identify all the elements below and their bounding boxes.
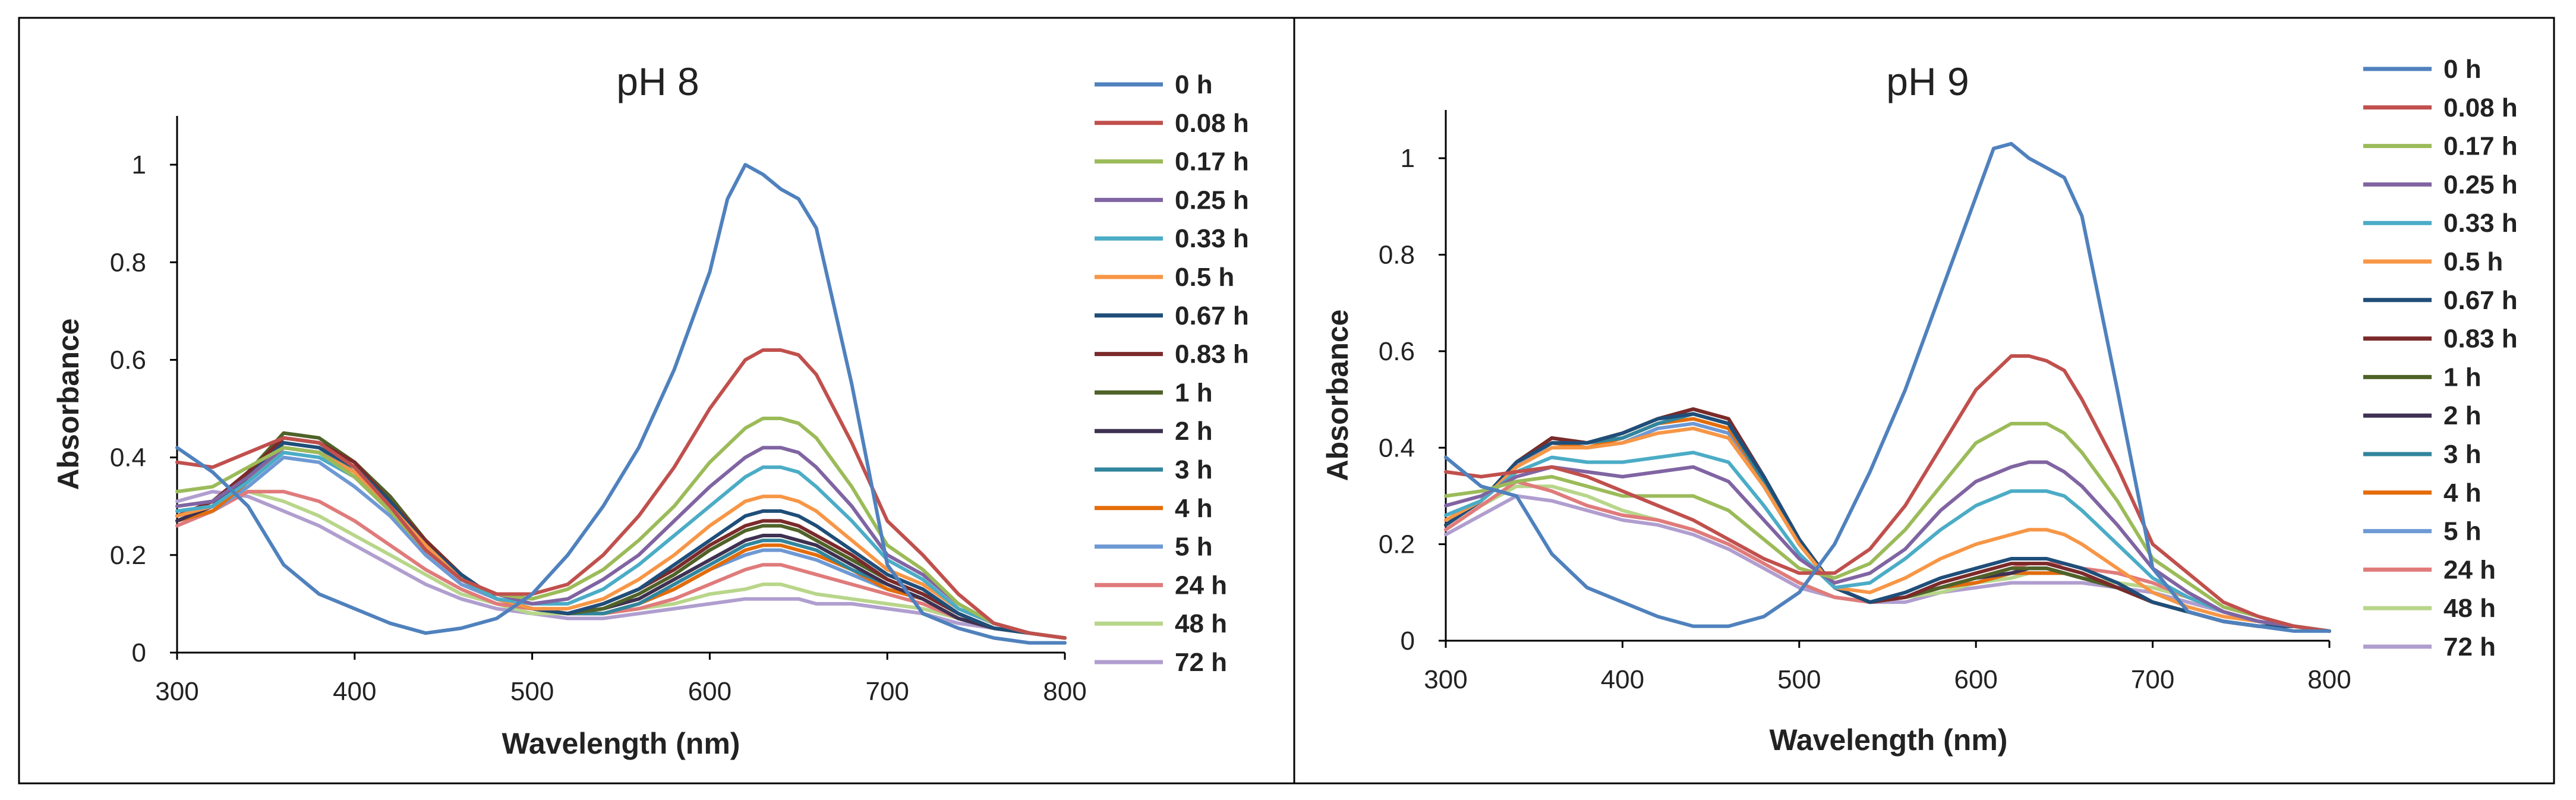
legend-label: 0.25 h [2443,170,2518,199]
y-tick-label: 0.4 [1379,433,1415,462]
legend-label: 0.83 h [1175,340,1249,369]
legend-label: 0.5 h [1175,263,1234,292]
y-tick-label: 1 [132,150,146,179]
y-tick-label: 1 [1401,144,1415,173]
legend: 0 h 0.08 h 0.17 h 0.25 h 0.33 h 0.5 h 0.67 h 0.… [1095,70,1249,677]
x-tick-label: 500 [510,677,554,706]
legend-label: 0.08 h [2443,93,2518,122]
legend-label: 0.17 h [2443,132,2518,161]
x-tick-label: 600 [688,677,732,706]
x-tick-label: 800 [1043,677,1086,706]
legend-label: 0.67 h [1175,301,1249,330]
legend-label: 24 h [2443,555,2496,584]
y-tick-label: 0 [1401,626,1415,656]
legend-label: 1 h [1175,378,1213,407]
series-line-0p08h [1444,354,2331,633]
y-tick-label: 0.8 [1379,241,1415,270]
figure-frame [18,17,2555,785]
legend-label: 5 h [2443,517,2482,546]
legend-label: 72 h [1175,648,1227,677]
series-line-0p67h [1444,412,2331,633]
x-tick-label: 800 [2307,665,2351,694]
series-line-0p67h [175,441,1067,640]
series-line-0p17h [1444,421,2331,633]
series-line-0p33h [175,451,1067,640]
y-tick-label: 0.2 [110,541,146,570]
x-tick-label: 400 [1601,665,1644,694]
y-axis-title: Absorbance [1321,310,1354,481]
series-line-0p25h [1444,460,2331,633]
y-tick-label: 0.8 [110,248,146,277]
legend-label: 0.5 h [2443,247,2503,276]
series-line-0p5h [175,446,1067,640]
legend-label: 0 h [2443,55,2482,84]
x-axis-title: Wavelength (nm) [1770,723,2008,757]
legend-label: 0.33 h [2443,209,2518,238]
series-line-48h [175,490,1067,640]
x-tick-label: 300 [1424,665,1467,694]
series-line-0p17h [175,417,1067,640]
legend-label: 4 h [1175,494,1213,523]
plot-area: 300 400 500 600 700 800 0 0.2 0.4 0.6 0.8 1 [1379,110,2351,694]
y-tick-label: 0.6 [1379,337,1415,366]
series-line-72h [1444,494,2331,633]
y-tick-label: 0.6 [110,345,146,374]
legend-label: 0.25 h [1175,185,1249,215]
x-tick-label: 300 [155,677,198,706]
legend-label: 2 h [2443,401,2482,430]
y-tick-label: 0.4 [110,443,146,473]
chart-panel-ph8: pH 8 Absorbance Wavelength (nm) 300 400 50… [52,59,1249,760]
legend-label: 3 h [2443,440,2482,469]
chart-title: pH 9 [1886,59,1969,103]
legend-label: 2 h [1175,417,1213,446]
series-line-0p5h [1444,426,2331,633]
legend: 0 h 0.08 h 0.17 h 0.25 h 0.33 h 0.5 h 0.67 h 0.… [2363,55,2518,662]
x-tick-label: 700 [865,677,909,706]
series-line-0h [1444,141,2331,633]
legend-label: 0.83 h [2443,325,2518,354]
legend-label: 0.08 h [1175,109,1249,138]
legend-label: 5 h [1175,533,1213,562]
series-line-24h [175,490,1067,640]
legend-label: 1 h [2443,363,2482,392]
legend-label: 3 h [1175,455,1213,484]
plot-area: 300 400 500 600 700 800 0 0.2 0.4 0.6 0.8 1 [110,116,1087,706]
legend-label: 0.33 h [1175,224,1249,253]
x-tick-label: 500 [1777,665,1821,694]
y-axis-title: Absorbance [52,319,85,490]
series-line-0p08h [175,348,1067,640]
chart-panel-ph9: pH 9 Absorbance Wavelength (nm) 300 400 50… [1321,55,2518,757]
legend-label: 4 h [2443,478,2482,508]
legend-label: 48 h [2443,594,2496,623]
series-line-0h [175,163,1067,645]
x-tick-label: 400 [333,677,376,706]
legend-label: 0.67 h [2443,286,2518,315]
legend-label: 0 h [1175,70,1213,99]
y-tick-label: 0.2 [1379,530,1415,559]
x-axis-title: Wavelength (nm) [502,727,740,760]
chart-title: pH 8 [616,59,699,103]
x-tick-label: 600 [1954,665,1997,694]
legend-label: 48 h [1175,609,1227,638]
legend-label: 72 h [2443,632,2496,662]
legend-label: 24 h [1175,571,1227,600]
legend-label: 0.17 h [1175,147,1249,177]
x-tick-label: 700 [2131,665,2174,694]
y-tick-label: 0 [132,638,146,667]
series-line-72h [175,490,1067,640]
